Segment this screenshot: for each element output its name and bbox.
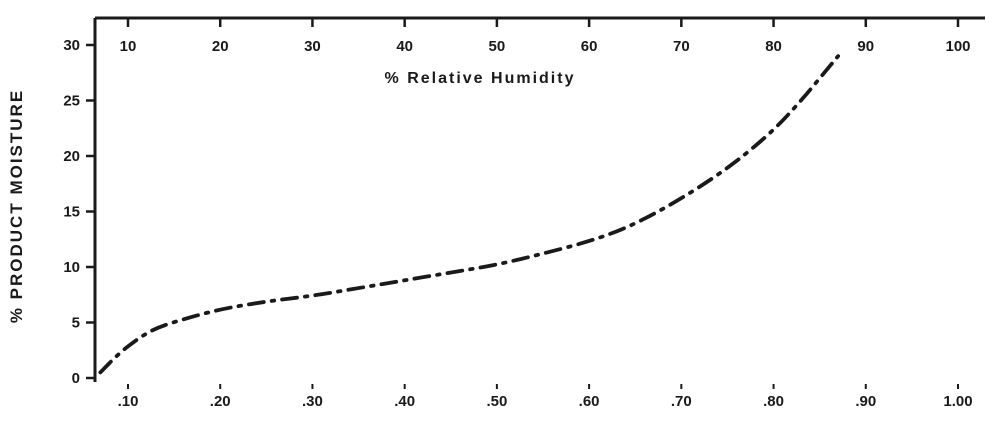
bottom-axis-tick-label: .30 (302, 393, 323, 410)
top-axis-tick-label: 100 (945, 38, 970, 55)
top-axis-tick-label: 30 (304, 38, 321, 55)
bottom-axis-tick-label: .60 (579, 393, 600, 410)
bottom-axis-tick-label: .90 (855, 393, 876, 410)
series-moisture-sorption-isotherm (98, 54, 841, 375)
bottom-axis-tick-label: .40 (394, 393, 415, 410)
top-axis-tick-label: 50 (489, 38, 506, 55)
bottom-axis-tick-label: .80 (763, 393, 784, 410)
top-axis-tick-label: 20 (212, 38, 229, 55)
top-axis-tick-label: 80 (765, 38, 782, 55)
y-axis-tick-label: 30 (63, 37, 80, 54)
y-axis-tick-label: 10 (63, 259, 80, 276)
bottom-axis-tick-label: .50 (486, 393, 507, 410)
y-axis-tick-label: 25 (63, 93, 80, 110)
bottom-axis-tick-label: 1.00 (943, 393, 972, 410)
y-axis-title: % PRODUCT MOISTURE (7, 88, 26, 324)
top-axis-tick-label: 40 (396, 38, 413, 55)
top-axis-tick-label: 90 (857, 38, 874, 55)
bottom-axis-tick-label: .10 (118, 393, 139, 410)
y-axis-tick-label: 0 (72, 370, 80, 387)
y-axis-tick-label: 20 (63, 148, 80, 165)
top-axis-tick-label: 70 (673, 38, 690, 55)
y-axis-tick-label: 15 (63, 204, 80, 221)
bottom-axis-tick-label: .70 (671, 393, 692, 410)
top-axis-tick-label: 10 (120, 38, 137, 55)
top-axis-tick-label: 60 (581, 38, 598, 55)
top-axis-title: % Relative Humidity (384, 70, 576, 87)
bottom-axis-tick-label: .20 (210, 393, 231, 410)
y-axis-tick-label: 5 (72, 315, 80, 332)
